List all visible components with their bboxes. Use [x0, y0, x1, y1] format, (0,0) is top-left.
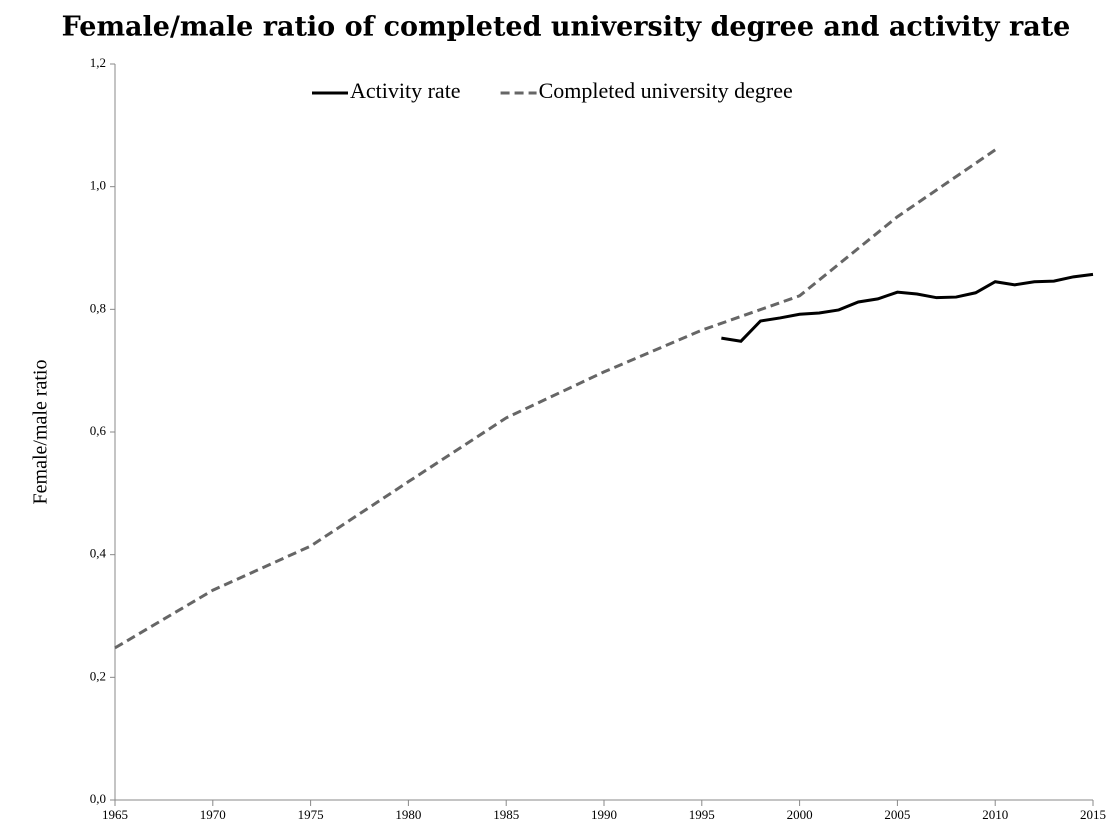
y-tick-label: 1,0	[90, 178, 106, 193]
x-tick-label: 2000	[787, 807, 813, 822]
x-tick-label: 1980	[395, 807, 421, 822]
y-tick-label: 0,0	[90, 791, 106, 806]
y-tick-label: 0,2	[90, 668, 106, 683]
x-tick-label: 1990	[591, 807, 617, 822]
x-tick-label: 2010	[982, 807, 1008, 822]
y-tick-label: 1,2	[90, 55, 106, 70]
legend-label: Completed university degree	[539, 78, 793, 103]
y-tick-label: 0,6	[90, 423, 107, 438]
x-tick-label: 1985	[493, 807, 519, 822]
chart-title: Female/male ratio of completed universit…	[62, 12, 1071, 43]
y-tick-label: 0,4	[90, 546, 107, 561]
x-tick-label: 2005	[884, 807, 910, 822]
x-tick-label: 1975	[298, 807, 324, 822]
y-tick-label: 0,8	[90, 300, 106, 315]
x-tick-label: 2015	[1080, 807, 1106, 822]
x-tick-label: 1995	[689, 807, 715, 822]
series-line	[114, 148, 997, 650]
legend-label: Activity rate	[350, 78, 461, 103]
y-axis-label: Female/male ratio	[30, 360, 52, 505]
series-line	[721, 272, 1094, 343]
x-tick-label: 1965	[102, 807, 128, 822]
x-tick-label: 1970	[200, 807, 226, 822]
